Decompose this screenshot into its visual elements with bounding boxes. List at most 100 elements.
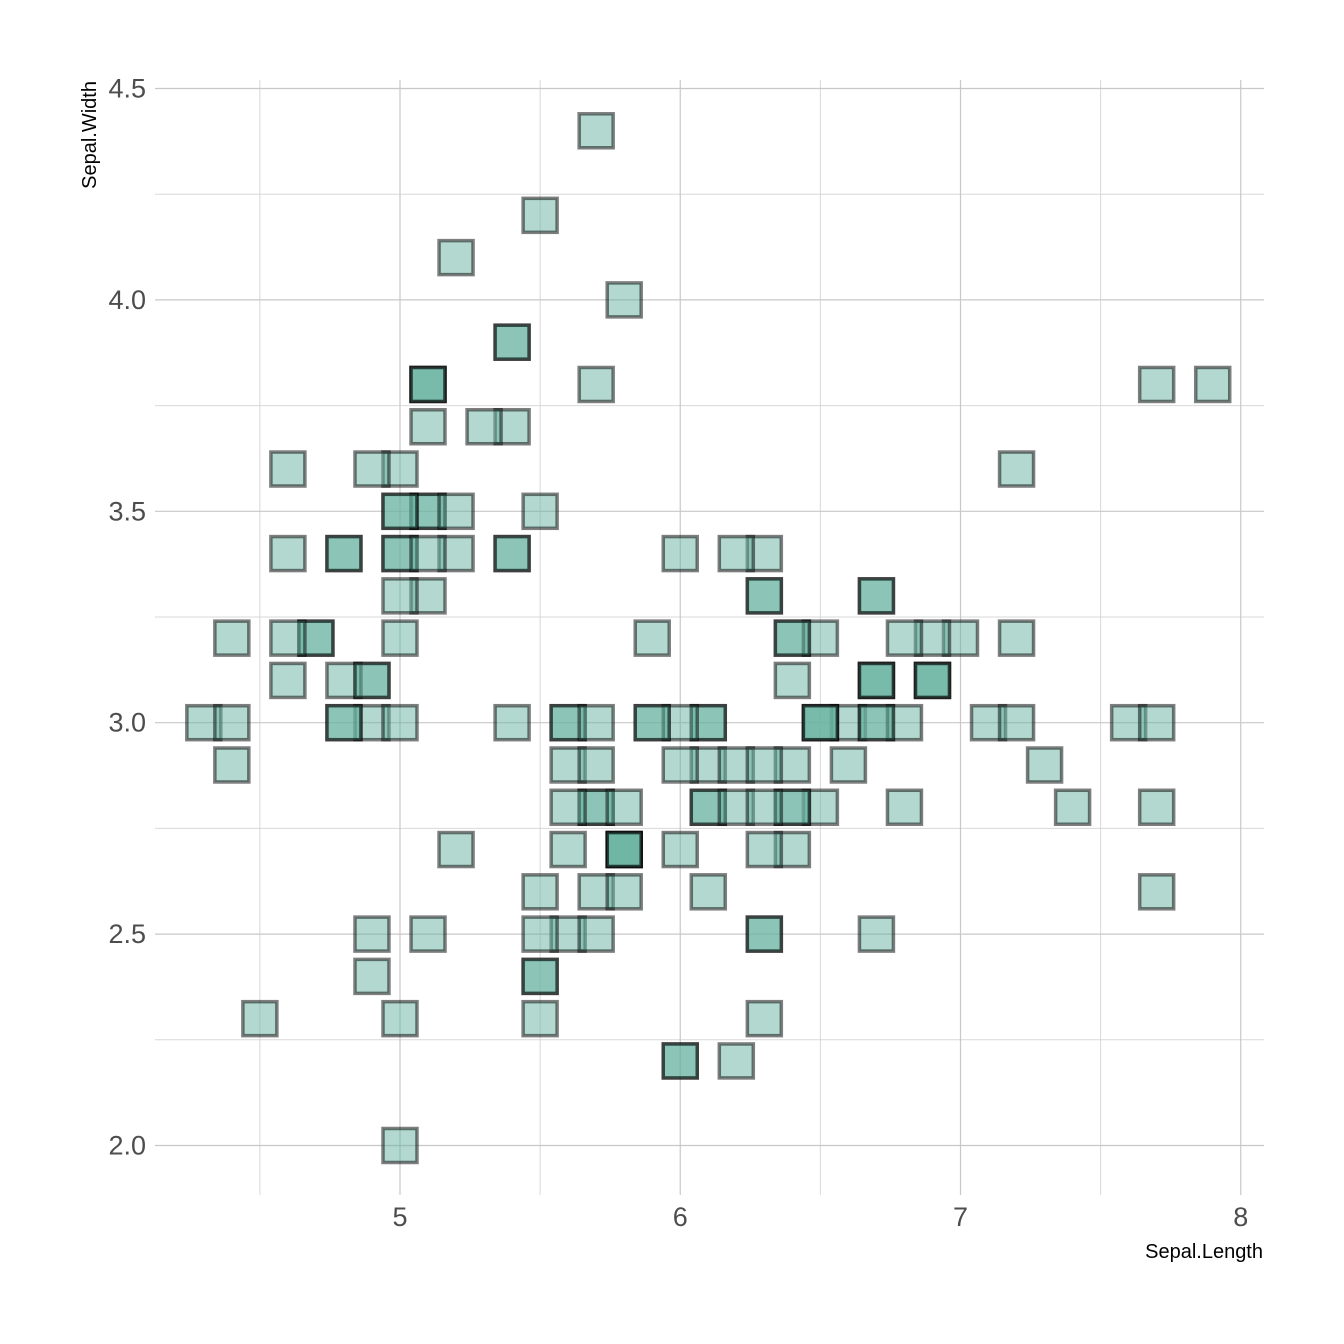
data-point (409, 407, 447, 446)
data-point (381, 619, 419, 657)
data-point (269, 619, 307, 657)
data-point (465, 407, 503, 446)
points-layer (185, 112, 1232, 1165)
data-point (745, 830, 784, 869)
data-point (745, 746, 784, 784)
data-point (521, 196, 559, 235)
data-point (605, 281, 643, 319)
data-point (997, 619, 1036, 657)
data-point (745, 999, 784, 1038)
data-point (437, 238, 475, 277)
data-point (353, 915, 391, 953)
data-point (269, 450, 307, 488)
y-tick-label: 2.0 (108, 1131, 146, 1161)
data-point (857, 577, 896, 615)
y-tick-label: 3.5 (108, 496, 146, 526)
x-tick-label: 5 (392, 1202, 407, 1232)
data-point (353, 661, 391, 700)
x-axis-ticks: 5 6 7 8 (392, 1202, 1248, 1232)
data-point (409, 915, 447, 953)
data-point (605, 830, 643, 869)
data-point (857, 915, 896, 953)
y-tick-label: 4.0 (108, 285, 146, 315)
data-point (829, 746, 868, 784)
data-point (409, 365, 447, 404)
data-point (633, 703, 671, 742)
data-point (549, 830, 587, 869)
data-point (857, 661, 896, 700)
data-point (577, 746, 615, 784)
data-point (913, 661, 952, 700)
x-tick-label: 7 (953, 1202, 968, 1232)
data-point (885, 788, 924, 827)
data-point (857, 703, 896, 742)
grid (155, 80, 1264, 1195)
data-point (241, 999, 279, 1038)
data-point (381, 999, 419, 1038)
data-point (605, 873, 643, 911)
data-point (661, 746, 699, 784)
data-point (437, 830, 475, 869)
data-point (437, 492, 475, 531)
data-point (493, 323, 531, 361)
data-point (381, 492, 419, 531)
data-point (1053, 788, 1092, 827)
data-point (325, 534, 363, 573)
data-point (885, 619, 924, 657)
data-point (521, 873, 559, 911)
data-point (521, 915, 559, 953)
data-point (1137, 365, 1176, 404)
data-point (577, 703, 615, 742)
data-point (381, 703, 419, 742)
data-point (381, 1126, 419, 1165)
y-axis-ticks: 2.0 2.5 3.0 3.5 4.0 4.5 (108, 74, 146, 1161)
data-point (745, 577, 784, 615)
data-point (717, 1042, 756, 1080)
data-point (745, 915, 784, 953)
data-point (213, 703, 251, 742)
data-point (997, 450, 1036, 488)
y-tick-label: 2.5 (108, 919, 146, 949)
data-point (269, 661, 307, 700)
data-point (689, 873, 728, 911)
data-point (1137, 788, 1176, 827)
data-point (493, 534, 531, 573)
y-tick-label: 4.5 (108, 74, 146, 104)
data-point (745, 788, 784, 827)
data-point (493, 703, 531, 742)
data-point (549, 788, 587, 827)
x-tick-label: 6 (673, 1202, 688, 1232)
data-point (353, 957, 391, 996)
data-point (661, 534, 699, 573)
data-point (997, 703, 1036, 742)
data-point (717, 534, 756, 573)
data-point (521, 999, 559, 1038)
y-tick-label: 3.0 (108, 708, 146, 738)
data-point (353, 450, 391, 488)
data-point (381, 577, 419, 615)
data-point (661, 830, 699, 869)
data-point (325, 703, 363, 742)
data-point (213, 619, 251, 657)
data-point (213, 746, 251, 784)
data-point (661, 1042, 699, 1080)
data-point (773, 619, 812, 657)
data-point (409, 534, 447, 573)
x-axis-title: Sepal.Length (1145, 1241, 1263, 1263)
data-point (801, 703, 840, 742)
data-point (773, 661, 812, 700)
data-point (605, 788, 643, 827)
data-point (577, 365, 615, 404)
data-point (577, 112, 615, 150)
data-point (577, 915, 615, 953)
data-point (1193, 365, 1232, 404)
data-point (269, 534, 307, 573)
x-tick-label: 8 (1233, 1202, 1248, 1232)
data-point (1025, 746, 1064, 784)
data-point (1137, 873, 1176, 911)
data-point (521, 957, 559, 996)
y-axis-title: Sepal.Width (79, 81, 101, 189)
data-point (521, 492, 559, 531)
data-point (1137, 703, 1176, 742)
